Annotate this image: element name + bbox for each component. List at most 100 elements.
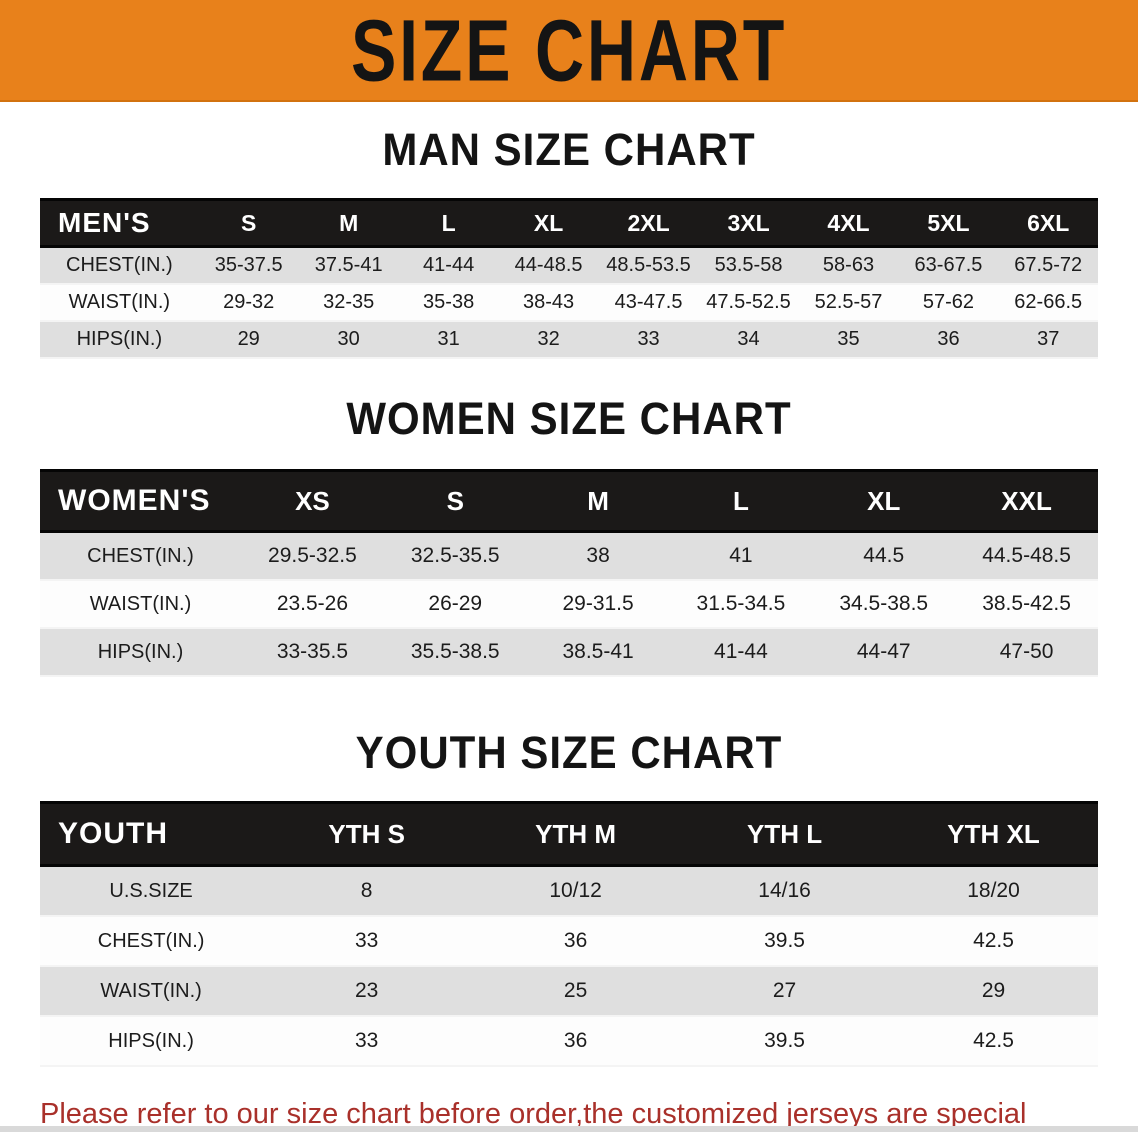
men-waist-row: WAIST(IN.) 29-32 32-35 35-38 38-43 43-47… bbox=[40, 284, 1098, 321]
women-group-label: WOMEN'S bbox=[40, 469, 242, 533]
men-header-row: MEN'S S M L XL 2XL 3XL 4XL 5XL 6XL bbox=[40, 198, 1098, 248]
row-label: WAIST(IN.) bbox=[100, 979, 202, 1002]
column-header: XL bbox=[498, 198, 599, 248]
table-cell: 33-35.5 bbox=[276, 640, 349, 663]
youth-size-table: YOUTH YTH S YTH M YTH L YTH XL U.S.SIZE … bbox=[40, 801, 1098, 1067]
youth-ussize-row: U.S.SIZE 8 10/12 14/16 18/20 bbox=[40, 865, 1098, 916]
table-cell: 8 bbox=[360, 879, 373, 902]
table-cell: 41-44 bbox=[714, 640, 768, 663]
table-cell: 47-50 bbox=[999, 640, 1054, 663]
row-label: CHEST(IN.) bbox=[97, 929, 205, 952]
column-header: L bbox=[398, 198, 499, 248]
banner: SIZE CHART bbox=[0, 0, 1138, 102]
table-cell: 36 bbox=[563, 929, 588, 952]
column-header: M bbox=[298, 198, 399, 248]
youth-chest-row: CHEST(IN.) 33 36 39.5 42.5 bbox=[40, 916, 1098, 966]
men-chest-row: CHEST(IN.) 35-37.5 37.5-41 41-44 44-48.5… bbox=[40, 246, 1098, 284]
men-hips-row: HIPS(IN.) 29 30 31 32 33 34 35 36 37 bbox=[40, 321, 1098, 358]
column-header: 4XL bbox=[798, 198, 899, 248]
table-cell: 35.5-38.5 bbox=[410, 640, 500, 663]
men-section: MAN SIZE CHART MEN'S S M L XL 2XL 3XL 4X… bbox=[0, 124, 1138, 359]
table-cell: 32-35 bbox=[323, 291, 375, 313]
youth-hips-row: HIPS(IN.) 33 36 39.5 42.5 bbox=[40, 1016, 1098, 1066]
table-cell: 25 bbox=[563, 979, 588, 1002]
men-group-label: MEN'S bbox=[40, 198, 199, 248]
table-cell: 18/20 bbox=[967, 879, 1020, 902]
column-header: L bbox=[669, 469, 813, 533]
row-label: HIPS(IN.) bbox=[76, 328, 163, 350]
table-cell: 10/12 bbox=[549, 879, 602, 902]
column-header: S bbox=[198, 198, 299, 248]
table-cell: 30 bbox=[337, 328, 360, 350]
table-cell: 14/16 bbox=[758, 879, 811, 902]
row-label: WAIST(IN.) bbox=[68, 291, 171, 313]
table-cell: 31 bbox=[437, 328, 460, 350]
women-chest-row: CHEST(IN.) 29.5-32.5 32.5-35.5 38 41 44.… bbox=[40, 531, 1098, 580]
column-header: 5XL bbox=[898, 198, 999, 248]
column-header: YTH M bbox=[471, 801, 681, 867]
table-cell: 26-29 bbox=[428, 592, 483, 615]
page-title: SIZE CHART bbox=[350, 1, 788, 99]
table-cell: 35 bbox=[837, 328, 860, 350]
youth-waist-row: WAIST(IN.) 23 25 27 29 bbox=[40, 966, 1098, 1016]
column-header: XL bbox=[812, 469, 956, 533]
footer-line-1: Please refer to our size chart before or… bbox=[40, 1098, 1027, 1130]
table-cell: 47.5-52.5 bbox=[706, 291, 791, 313]
table-cell: 43-47.5 bbox=[614, 291, 683, 313]
women-section-heading: WOMEN SIZE CHART bbox=[346, 393, 792, 444]
men-size-table: MEN'S S M L XL 2XL 3XL 4XL 5XL 6XL CHEST… bbox=[40, 198, 1098, 359]
table-cell: 23 bbox=[354, 979, 379, 1002]
table-cell: 31.5-34.5 bbox=[696, 592, 786, 615]
table-cell: 44-48.5 bbox=[514, 254, 583, 276]
youth-header-row: YOUTH YTH S YTH M YTH L YTH XL bbox=[40, 801, 1098, 867]
table-cell: 29.5-32.5 bbox=[268, 544, 357, 567]
youth-group-label: YOUTH bbox=[40, 801, 263, 867]
women-waist-row: WAIST(IN.) 23.5-26 26-29 29-31.5 31.5-34… bbox=[40, 580, 1098, 628]
table-cell: 48.5-53.5 bbox=[606, 254, 691, 276]
table-cell: 44.5 bbox=[863, 544, 905, 567]
column-header: S bbox=[383, 469, 527, 533]
women-size-table: WOMEN'S XS S M L XL XXL CHEST(IN.) 29.5-… bbox=[40, 469, 1098, 677]
table-cell: 63-67.5 bbox=[914, 254, 983, 276]
column-header: XS bbox=[241, 469, 384, 533]
table-cell: 58-63 bbox=[822, 254, 875, 276]
table-cell: 53.5-58 bbox=[714, 254, 783, 276]
table-cell: 27 bbox=[772, 979, 797, 1002]
table-cell: 38.5-41 bbox=[562, 640, 634, 663]
row-label: HIPS(IN.) bbox=[108, 1029, 194, 1052]
row-label: CHEST(IN.) bbox=[87, 544, 194, 567]
table-cell: 23.5-26 bbox=[276, 592, 349, 615]
table-cell: 36 bbox=[563, 1029, 588, 1052]
table-cell: 32 bbox=[537, 328, 560, 350]
women-section: WOMEN SIZE CHART WOMEN'S XS S M L XL XXL… bbox=[0, 393, 1138, 677]
column-header: YTH L bbox=[680, 801, 890, 867]
table-cell: 29-31.5 bbox=[562, 592, 634, 615]
table-cell: 36 bbox=[937, 328, 960, 350]
table-cell: 33 bbox=[354, 929, 379, 952]
table-cell: 52.5-57 bbox=[814, 291, 883, 313]
table-cell: 38-43 bbox=[523, 291, 575, 313]
table-cell: 41-44 bbox=[423, 254, 475, 276]
table-cell: 57-62 bbox=[922, 291, 975, 313]
table-cell: 38.5-42.5 bbox=[982, 592, 1071, 615]
table-cell: 38 bbox=[586, 544, 610, 567]
row-label: U.S.SIZE bbox=[109, 879, 193, 902]
table-cell: 37.5-41 bbox=[314, 254, 383, 276]
column-header: M bbox=[526, 469, 670, 533]
column-header: XXL bbox=[955, 469, 1098, 533]
table-cell: 34.5-38.5 bbox=[839, 592, 929, 615]
table-cell: 39.5 bbox=[764, 929, 805, 952]
table-cell: 62-66.5 bbox=[1014, 291, 1083, 313]
youth-section-heading: YOUTH SIZE CHART bbox=[355, 727, 783, 778]
table-cell: 35-37.5 bbox=[214, 254, 283, 276]
table-cell: 42.5 bbox=[973, 929, 1014, 952]
column-header: 2XL bbox=[598, 198, 699, 248]
table-cell: 32.5-35.5 bbox=[410, 544, 500, 567]
table-cell: 29-32 bbox=[223, 291, 275, 313]
bottom-strip bbox=[0, 1126, 1138, 1132]
women-hips-row: HIPS(IN.) 33-35.5 35.5-38.5 38.5-41 41-4… bbox=[40, 628, 1098, 676]
youth-section: YOUTH SIZE CHART YOUTH YTH S YTH M YTH L… bbox=[0, 727, 1138, 1067]
column-header: 6XL bbox=[998, 198, 1098, 248]
table-cell: 33 bbox=[354, 1029, 379, 1052]
